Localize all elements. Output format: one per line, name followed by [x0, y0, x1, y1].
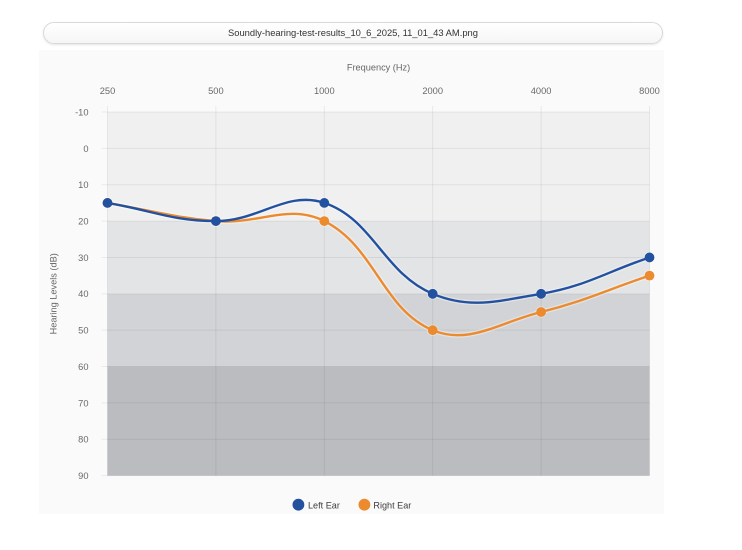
svg-text:60: 60: [78, 362, 88, 372]
svg-text:10: 10: [78, 180, 88, 190]
svg-text:Frequency (Hz): Frequency (Hz): [347, 62, 410, 72]
svg-text:2000: 2000: [422, 86, 443, 96]
svg-text:-10: -10: [75, 107, 88, 117]
svg-text:1000: 1000: [314, 86, 335, 96]
svg-text:250: 250: [100, 86, 116, 96]
svg-text:0: 0: [83, 144, 88, 154]
svg-text:40: 40: [78, 289, 88, 299]
svg-text:500: 500: [208, 86, 224, 96]
svg-text:Right Ear: Right Ear: [373, 500, 411, 510]
svg-text:Hearing Levels (dB): Hearing Levels (dB): [49, 253, 59, 334]
svg-text:50: 50: [78, 326, 88, 336]
svg-text:70: 70: [78, 398, 88, 408]
svg-text:90: 90: [78, 471, 88, 481]
svg-text:80: 80: [78, 435, 88, 445]
svg-text:8000: 8000: [639, 86, 660, 96]
svg-text:Left Ear: Left Ear: [308, 500, 340, 510]
svg-text:30: 30: [78, 253, 88, 263]
svg-text:20: 20: [78, 216, 88, 226]
svg-text:4000: 4000: [531, 86, 552, 96]
